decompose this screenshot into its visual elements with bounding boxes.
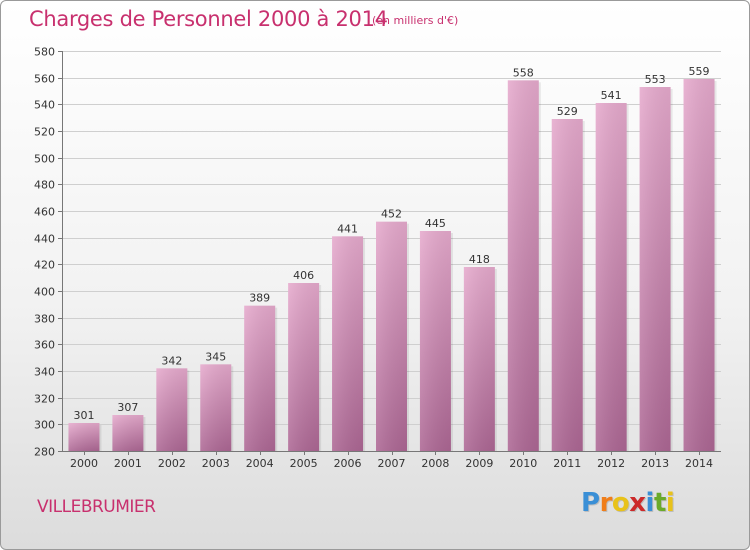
- proxiti-logo[interactable]: Proxiti: [581, 488, 675, 518]
- bar-highlight: [112, 415, 144, 451]
- x-tick-label: 2009: [465, 457, 493, 470]
- bar-highlight: [507, 80, 539, 451]
- x-tick-label: 2001: [114, 457, 142, 470]
- y-tick-label: 360: [34, 339, 55, 352]
- x-tick-label: 2008: [421, 457, 449, 470]
- x-tick-label: 2014: [685, 457, 713, 470]
- logo-letter: i: [645, 488, 655, 518]
- chart-subtitle: (en milliers d'€): [372, 14, 459, 27]
- x-tick-label: 2013: [641, 457, 669, 470]
- y-tick-label: 320: [34, 393, 55, 406]
- x-tick-label: 2005: [290, 457, 318, 470]
- logo-letter: x: [629, 488, 646, 518]
- x-tick-label: 2000: [70, 457, 98, 470]
- y-tick-label: 300: [34, 419, 55, 432]
- axes: 280 300 320 340 360 380 400 420 440 460 480 500 520 5…: [34, 46, 721, 470]
- y-tick-label: 480: [34, 179, 55, 192]
- y-tick-label: 340: [34, 366, 55, 379]
- y-tick-label: 440: [34, 233, 55, 246]
- data-label: 441: [337, 222, 358, 235]
- data-label: 559: [689, 65, 710, 78]
- y-tick-label: 580: [34, 46, 55, 59]
- x-tick-label: 2003: [202, 457, 230, 470]
- y-tick-label: 560: [34, 73, 55, 86]
- data-label: 345: [205, 350, 226, 363]
- x-tick-label: 2006: [334, 457, 362, 470]
- bar-highlight: [419, 231, 451, 451]
- bar-highlight: [551, 119, 583, 451]
- data-label: 445: [425, 217, 446, 230]
- data-label: 553: [645, 73, 666, 86]
- y-tick-label: 520: [34, 126, 55, 139]
- x-tick-label: 2011: [553, 457, 581, 470]
- commune-name: VILLEBRUMIER: [37, 497, 156, 517]
- y-tick-label: 280: [34, 446, 55, 459]
- data-label: 307: [117, 401, 138, 414]
- data-label: 406: [293, 269, 314, 282]
- chart-title: Charges de Personnel 2000 à 2014: [29, 7, 388, 31]
- y-tick-label: 420: [34, 259, 55, 272]
- data-label: 452: [381, 208, 402, 221]
- bars: [68, 79, 717, 451]
- logo-letter: P: [581, 488, 600, 518]
- bar-highlight: [200, 364, 232, 451]
- y-tick-label: 500: [34, 153, 55, 166]
- y-tick-label: 400: [34, 286, 55, 299]
- bar-highlight: [68, 423, 100, 451]
- y-tick-label: 540: [34, 99, 55, 112]
- logo-letter: r: [599, 488, 613, 518]
- data-labels: 301 307 342 345 389 406 441 452 445 418 558 529 541 5…: [73, 65, 709, 422]
- data-label: 301: [73, 409, 94, 422]
- data-label: 342: [161, 354, 182, 367]
- data-label: 558: [513, 66, 534, 79]
- data-label: 389: [249, 292, 270, 305]
- bar-highlight: [156, 368, 188, 451]
- x-tick-label: 2012: [597, 457, 625, 470]
- logo-letter: o: [611, 488, 630, 518]
- x-tick-label: 2004: [246, 457, 274, 470]
- bar-highlight: [244, 305, 276, 451]
- x-tick-label: 2007: [378, 457, 406, 470]
- bar-highlight: [639, 87, 671, 451]
- data-label: 541: [601, 89, 622, 102]
- bar-highlight: [332, 236, 364, 451]
- x-tick-label: 2002: [158, 457, 186, 470]
- data-label: 529: [557, 105, 578, 118]
- bar-highlight: [376, 221, 407, 451]
- bar-highlight: [288, 283, 320, 451]
- logo-letter: t: [653, 488, 666, 518]
- bar-highlight: [463, 267, 495, 451]
- y-tick-label: 380: [34, 313, 55, 326]
- x-tick-label: 2010: [509, 457, 537, 470]
- bar-highlight: [595, 103, 627, 451]
- y-tick-label: 460: [34, 206, 55, 219]
- logo-letter: i: [665, 488, 675, 518]
- bar-highlight: [683, 79, 715, 451]
- data-label: 418: [469, 253, 490, 266]
